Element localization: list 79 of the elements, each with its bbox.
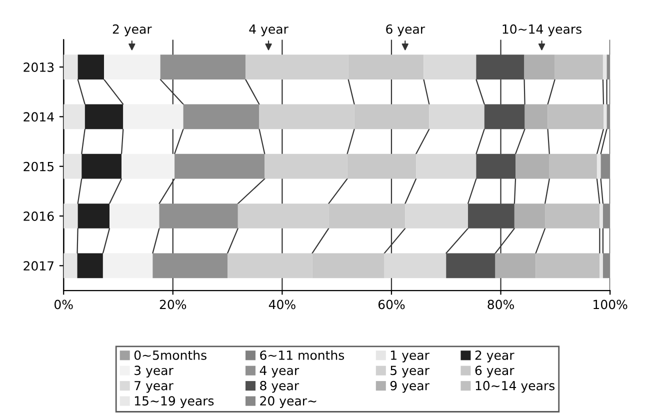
bar — [602, 54, 607, 80]
bar — [600, 204, 603, 228]
bar — [123, 104, 184, 130]
legend-label: 6~11 months — [260, 350, 344, 360]
bar — [524, 104, 548, 130]
x-tick-label: 60% — [378, 300, 405, 310]
bar — [77, 253, 103, 278]
bar — [110, 204, 160, 228]
bar — [446, 253, 496, 278]
bar — [64, 154, 82, 179]
x-tick-label: 100% — [594, 300, 628, 310]
bar — [549, 154, 597, 179]
legend-label: 4 year — [260, 366, 300, 378]
x-tick-label: 0% — [54, 300, 73, 310]
bar — [554, 54, 603, 80]
bar — [424, 54, 476, 80]
bar — [468, 204, 514, 228]
bar — [64, 204, 78, 228]
bar — [405, 204, 468, 228]
bar — [64, 54, 78, 80]
bar — [152, 253, 228, 278]
bar — [600, 154, 610, 179]
bar — [536, 253, 600, 278]
text: 4 year — [249, 24, 288, 36]
y-tick-label: 2014 — [24, 112, 54, 122]
bar — [159, 204, 238, 228]
bar — [602, 204, 610, 228]
legend-label: 0~5months — [134, 350, 206, 360]
legend-label: 10~14 years — [476, 380, 555, 393]
bar — [64, 104, 85, 130]
bar — [602, 253, 610, 278]
y-tick-label: 2013 — [24, 62, 54, 72]
legend-label: 3 year — [134, 366, 174, 378]
bar — [495, 253, 536, 278]
x-tick-label: 20% — [160, 300, 186, 310]
legend-label: 6 year — [475, 366, 514, 378]
bar — [78, 204, 110, 228]
bar — [416, 154, 476, 179]
bar — [429, 104, 484, 130]
legend-label: 7 year — [134, 381, 174, 393]
bar — [596, 154, 601, 179]
y-tick-label: 2017 — [24, 261, 54, 271]
bar — [102, 253, 153, 278]
bar — [606, 54, 610, 80]
bar — [476, 54, 524, 80]
legend-label: 2 year — [475, 350, 514, 362]
bar — [104, 54, 160, 80]
bar — [78, 54, 104, 80]
text: 10~14 years — [502, 24, 582, 36]
bar — [84, 104, 124, 130]
legend-label: 15~19 years — [134, 396, 214, 408]
x-tick-label: 80% — [488, 300, 514, 310]
legend-label: 5 year — [390, 366, 430, 378]
bar — [548, 104, 604, 130]
bar — [384, 253, 446, 278]
bar — [160, 54, 246, 80]
bar — [183, 104, 260, 130]
bar — [604, 104, 607, 130]
bar — [82, 154, 122, 179]
bar — [516, 154, 550, 179]
bar — [122, 154, 175, 179]
bar — [64, 253, 78, 278]
bar — [606, 104, 610, 130]
bar — [514, 204, 546, 228]
y-tick-label: 2015 — [24, 162, 54, 172]
bar — [524, 54, 555, 80]
bar — [545, 204, 600, 228]
legend-label: 8 year — [260, 380, 300, 393]
bar — [174, 154, 265, 179]
text: 6 year — [386, 24, 426, 36]
y-tick-label: 2016 — [24, 211, 54, 221]
legend-label: 9 year — [390, 380, 430, 393]
bar — [600, 253, 603, 278]
legend-label: 1 year — [391, 350, 430, 362]
text: 2 year — [112, 24, 152, 36]
x-tick-label: 40% — [268, 300, 296, 310]
bar — [484, 104, 525, 130]
bar — [476, 154, 516, 179]
legend-label: 20 year~ — [260, 396, 316, 408]
